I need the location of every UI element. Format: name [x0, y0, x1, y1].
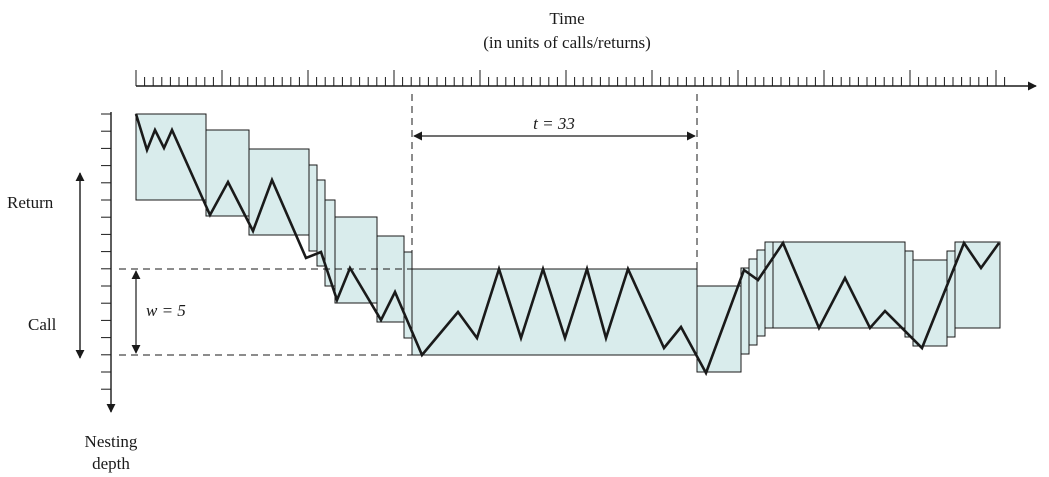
window-box: [308, 164, 318, 252]
window-box: [205, 129, 250, 217]
window-box: [954, 241, 1001, 329]
window-box: [904, 250, 914, 338]
call-return-trace: [134, 113, 1001, 377]
w-window-label: w = 5: [146, 301, 186, 320]
time-axis: [135, 70, 1037, 91]
time-axis-subtitle: (in units of calls/returns): [483, 33, 651, 52]
window-box: [756, 249, 766, 337]
call-label: Call: [28, 315, 57, 334]
window-boxes: [135, 113, 1001, 373]
depth-axis: [101, 112, 116, 413]
nesting-depth-label-line1: Nesting: [84, 432, 138, 451]
window-box: [772, 241, 906, 329]
dashed-guides: [119, 94, 698, 356]
window-box: [912, 259, 948, 347]
nesting-depth-label-line2: depth: [92, 454, 130, 473]
depth-axis-ticks: [101, 113, 111, 390]
window-box: [748, 258, 758, 346]
return-label: Return: [7, 193, 54, 212]
window-box: [376, 235, 405, 323]
window-box: [411, 268, 698, 356]
window-box: [946, 250, 956, 338]
window-box: [324, 199, 336, 287]
window-box: [135, 113, 207, 201]
t-interval-label: t = 33: [504, 114, 604, 134]
time-axis-title: Time: [549, 9, 585, 28]
window-box: [248, 148, 310, 236]
window-box: [740, 267, 750, 355]
time-axis-ticks: [135, 70, 1006, 86]
window-box: [764, 241, 774, 329]
